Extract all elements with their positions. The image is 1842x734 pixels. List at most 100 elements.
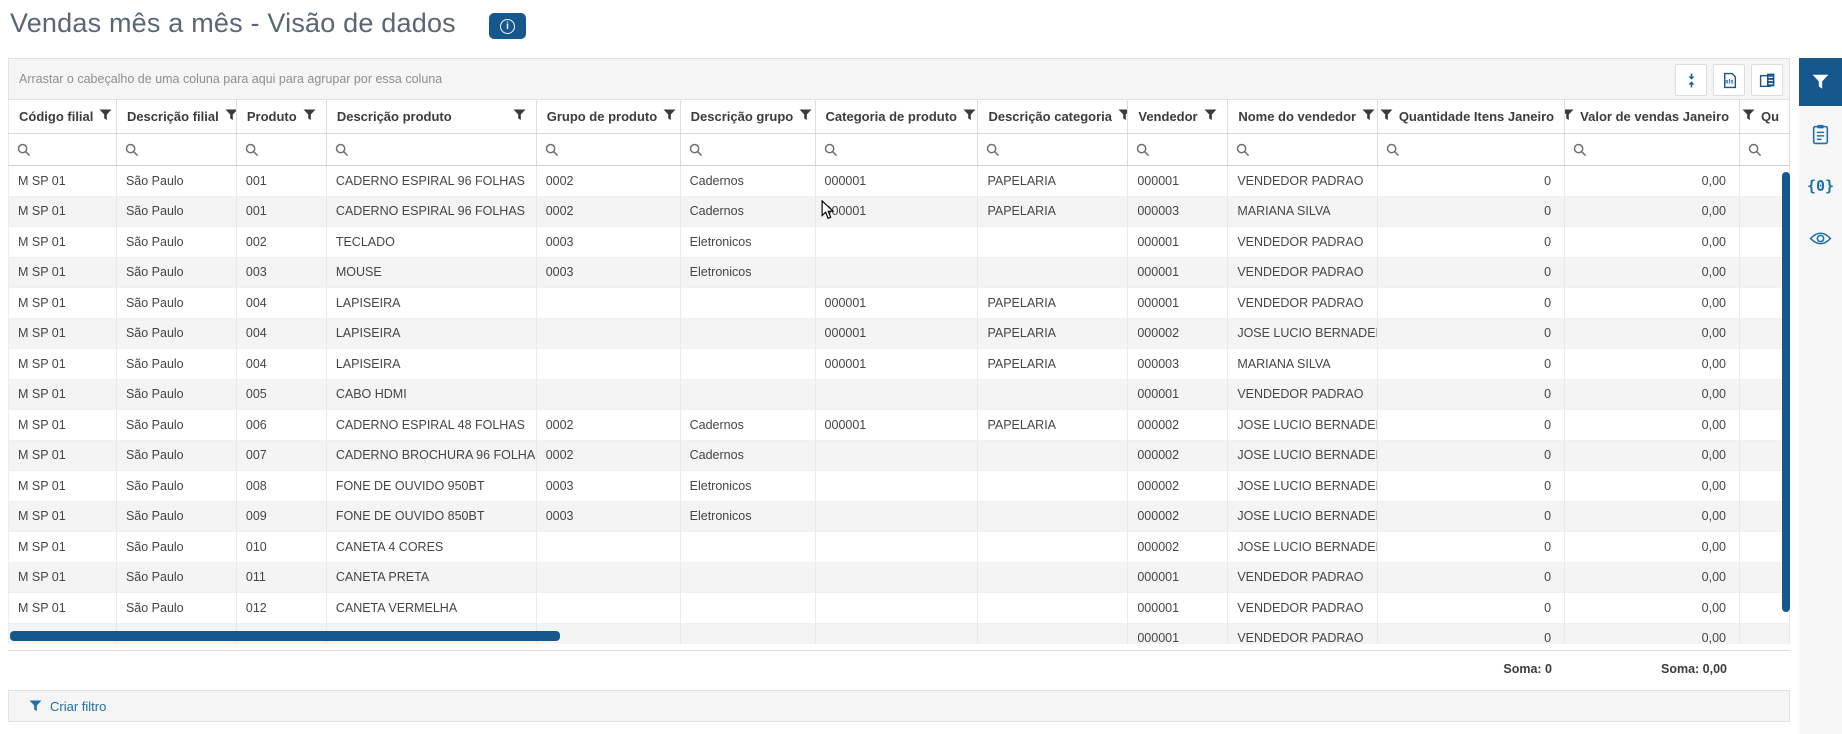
sidebar-item-visibility[interactable] [1799,214,1842,262]
cell-valor_jan: 0,00 [1565,501,1741,532]
cell-codigo_filial: M SP 01 [9,440,117,471]
table-row[interactable]: M SP 01 São Paulo 008 FONE DE OUVIDO 950BT 0… [8,471,1790,502]
table-row[interactable]: M SP 01 São Paulo 009 FONE DE OUVIDO 850BT 0… [8,501,1790,532]
column-header-nome_vendedor[interactable]: Nome do vendedor [1228,100,1379,133]
filter-cell-descricao_categoria[interactable] [978,134,1129,165]
cell-descricao_filial: São Paulo [116,227,237,258]
filter-icon[interactable] [1742,109,1755,121]
cell-vendedor: 000001 [1128,166,1229,197]
table-row[interactable]: M SP 01 São Paulo 001 CADERNO ESPIRAL 96 FO… [8,196,1790,227]
horizontal-scrollbar[interactable] [10,631,560,641]
braces-icon: {0} [1806,177,1835,195]
filter-icon[interactable] [99,109,112,121]
filter-icon[interactable] [663,109,676,121]
cell-descricao_produto: CADERNO BROCHURA 96 FOLHAS [326,440,537,471]
filter-cell-descricao_filial[interactable] [117,134,237,165]
cell-codigo_filial: M SP 01 [9,562,117,593]
column-header-produto[interactable]: Produto [237,100,327,133]
table-row[interactable]: M SP 01 São Paulo 011 CANETA PRETA 000001 VEN… [8,562,1790,593]
table-row[interactable]: M SP 01 São Paulo 006 CADERNO ESPIRAL 48 FO… [8,410,1790,441]
column-header-descricao_filial[interactable]: Descrição filial [117,100,237,133]
info-button[interactable]: i [489,13,526,39]
cell-qtd_jan: 0 [1378,257,1566,288]
filter-icon[interactable] [303,109,316,121]
column-header-qtd_jan[interactable]: Quantidade Itens Janeiro [1378,100,1566,133]
filter-cell-descricao_produto[interactable] [327,134,537,165]
table-row[interactable]: M SP 01 São Paulo 002 TECLADO 0003 Eletronico… [8,227,1790,258]
cell-valor_jan: 0,00 [1565,349,1741,380]
table-row[interactable]: M SP 01 São Paulo 001 CADERNO ESPIRAL 96 FO… [8,166,1790,197]
filter-icon[interactable] [1565,109,1574,121]
cell-nome_vendedor: VENDEDOR PADRAO [1228,562,1379,593]
filter-cell-nome_vendedor[interactable] [1228,134,1379,165]
sidebar-item-checklist[interactable] [1799,110,1842,158]
filter-cell-codigo_filial[interactable] [9,134,117,165]
column-header-descricao_categoria[interactable]: Descrição categoria [978,100,1129,133]
cell-codigo_filial: M SP 01 [9,410,117,441]
filter-icon[interactable] [963,109,976,121]
cell-descricao_categoria [978,501,1129,532]
column-header-grupo_produto[interactable]: Grupo de produto [537,100,681,133]
table-row[interactable]: M SP 01 São Paulo 003 MOUSE 0003 Eletronicos 0… [8,257,1790,288]
data-grid: Arrastar o cabeçalho de uma coluna para … [8,58,1791,722]
filter-cell-qtd_jan[interactable] [1378,134,1566,165]
cell-valor_jan: 0,00 [1565,227,1741,258]
cell-vendedor: 000002 [1128,410,1229,441]
filter-cell-valor_jan[interactable] [1565,134,1741,165]
cell-vendedor: 000001 [1128,379,1229,410]
column-header-col_clipped[interactable]: Qu [1740,100,1791,133]
group-by-panel[interactable]: Arrastar o cabeçalho de uma coluna para … [8,58,1790,100]
filter-cell-categoria_produto[interactable] [816,134,979,165]
cell-codigo_filial: M SP 01 [9,379,117,410]
fit-rows-button[interactable] [1675,64,1707,96]
column-caption: Grupo de produto [546,109,658,124]
cell-vendedor: 000001 [1128,593,1229,624]
column-header-vendedor[interactable]: Vendedor [1128,100,1229,133]
create-filter-button[interactable]: Criar filtro [50,698,107,714]
filter-icon[interactable] [1118,109,1128,121]
column-header-valor_jan[interactable]: Valor de vendas Janeiro [1565,100,1741,133]
table-row[interactable]: M SP 01 São Paulo 004 LAPISEIRA 000001 PAPELA… [8,318,1790,349]
search-icon [1573,143,1587,156]
column-header-categoria_produto[interactable]: Categoria de produto [816,100,979,133]
sidebar-item-braces[interactable]: {0} [1799,162,1842,210]
cell-produto: 009 [236,501,327,532]
filter-cell-grupo_produto[interactable] [537,134,681,165]
table-row[interactable]: M SP 01 São Paulo 010 CANETA 4 CORES 000002 J… [8,532,1790,563]
cell-produto: 002 [236,227,327,258]
table-row[interactable]: M SP 01 São Paulo 005 CABO HDMI 000001 VENDED… [8,379,1790,410]
cell-descricao_grupo: Cadernos [680,410,816,441]
cell-valor_jan: 0,00 [1565,288,1741,319]
filter-icon[interactable] [513,109,526,121]
cell-descricao_produto: LAPISEIRA [326,349,537,380]
table-row[interactable]: M SP 01 São Paulo 012 CANETA VERMELHA 000001… [8,593,1790,624]
cell-nome_vendedor: JOSE LUCIO BERNADEI [1228,532,1379,563]
cell-grupo_produto [536,562,681,593]
column-header-codigo_filial[interactable]: Código filial [9,100,117,133]
column-chooser-button[interactable] [1751,64,1783,96]
table-row[interactable]: M SP 01 São Paulo 004 LAPISEIRA 000001 PAPELA… [8,349,1790,380]
filter-icon[interactable] [225,109,237,121]
export-xlsx-button[interactable]: xls [1713,64,1745,96]
cell-qtd_jan: 0 [1378,196,1566,227]
table-row[interactable]: M SP 01 São Paulo 007 CADERNO BROCHURA 96 F… [8,440,1790,471]
cell-categoria_produto [815,471,979,502]
filter-icon[interactable] [799,109,812,121]
cell-descricao_categoria: PAPELARIA [978,196,1129,227]
vertical-scrollbar[interactable] [1782,172,1790,612]
filter-icon[interactable] [1380,109,1393,121]
filter-cell-descricao_grupo[interactable] [681,134,816,165]
filter-icon[interactable] [1362,109,1375,121]
table-row[interactable]: M SP 01 São Paulo 004 LAPISEIRA 000001 PAPELA… [8,288,1790,319]
cell-descricao_categoria [978,257,1129,288]
sidebar-item-filter[interactable] [1799,58,1842,106]
cell-descricao_grupo [680,562,816,593]
filter-cell-produto[interactable] [237,134,327,165]
cell-qtd_jan: 0 [1378,471,1566,502]
column-header-descricao_produto[interactable]: Descrição produto [327,100,537,133]
filter-cell-vendedor[interactable] [1128,134,1229,165]
filter-icon [29,700,42,712]
filter-cell-col_clipped[interactable] [1740,134,1791,165]
column-header-descricao_grupo[interactable]: Descrição grupo [681,100,816,133]
filter-icon[interactable] [1204,109,1217,121]
